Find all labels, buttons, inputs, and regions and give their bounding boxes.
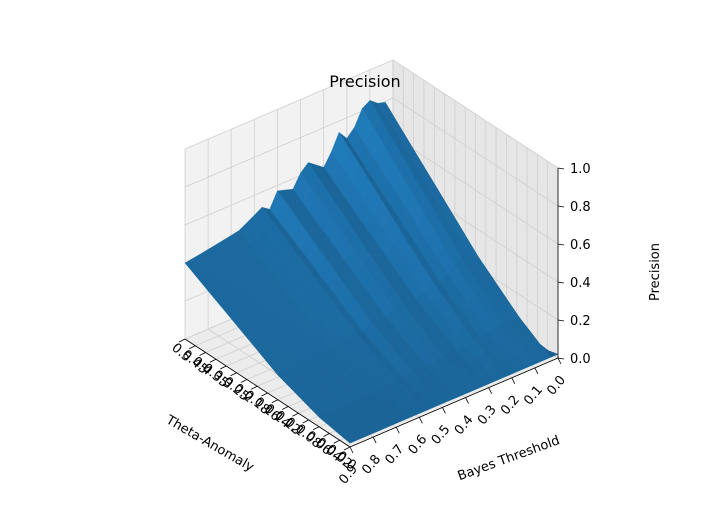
- bayes-tick-label: 0.7: [382, 442, 407, 467]
- bayes-tick-mark: [372, 436, 377, 444]
- surface-mesh: [184, 100, 559, 444]
- bayes-tick-label: 0.2: [498, 393, 523, 418]
- bayes-tick-mark: [511, 377, 516, 384]
- bayes-tick-mark: [534, 367, 539, 375]
- bayes-tick-mark: [349, 446, 354, 454]
- z-axis-label: Precision: [648, 243, 663, 301]
- theta-tick-mark: [261, 392, 268, 397]
- theta-tick-mark: [230, 372, 237, 377]
- bayes-tick-mark: [557, 357, 562, 365]
- z-tick-mark: [557, 357, 565, 360]
- theta-tick-mark: [323, 433, 330, 437]
- theta-tick-mark: [178, 338, 186, 343]
- bayes-axis-line: [349, 357, 559, 448]
- bayes-tick-mark: [395, 427, 400, 434]
- theta-tick-mark: [220, 365, 227, 370]
- z-tick-mark: [557, 167, 565, 170]
- grid-line-z: [184, 59, 559, 169]
- theta-tick-mark: [251, 385, 258, 390]
- surface-facet: [339, 430, 359, 444]
- theta-tick-mark: [209, 358, 217, 363]
- y-axis-label: Bayes Threshold: [456, 433, 562, 484]
- bayes-tick-label: 0.1: [521, 383, 546, 408]
- theta-tick-mark: [199, 352, 206, 356]
- bayes-tick-mark: [418, 417, 423, 424]
- z-tick-label: 0.4: [570, 276, 591, 291]
- z-tick-mark: [557, 205, 565, 208]
- theta-tick-mark: [281, 406, 289, 410]
- bayes-tick-label: 0.0: [544, 373, 569, 398]
- z-tick-mark: [557, 243, 565, 246]
- bayes-tick-mark: [488, 387, 493, 394]
- z-tick-label: 0.0: [570, 352, 591, 367]
- theta-tick-mark: [333, 439, 340, 444]
- bayes-tick-label: 0.5: [429, 422, 454, 447]
- theta-tick-mark: [271, 399, 278, 404]
- z-tick-label: 0.2: [570, 314, 591, 329]
- bayes-tick-label: 0.3: [475, 403, 500, 428]
- theta-tick-mark: [312, 426, 320, 431]
- theta-tick-mark: [343, 446, 351, 451]
- bayes-tick-label: 0.4: [452, 413, 477, 438]
- z-tick-mark: [557, 281, 565, 284]
- theta-tick-mark: [189, 345, 196, 350]
- x-axis-label: Theta-Anomaly: [162, 412, 256, 475]
- bayes-tick-label: 0.8: [359, 452, 384, 477]
- theta-tick-mark: [302, 419, 309, 424]
- theta-tick-mark: [292, 412, 299, 417]
- bayes-tick-mark: [465, 397, 469, 404]
- theta-tick-mark: [240, 379, 248, 383]
- z-tick-label: 0.6: [570, 238, 591, 253]
- grid-line-z: [184, 97, 559, 207]
- bayes-tick-label: 0.6: [406, 432, 431, 457]
- z-tick-mark: [557, 319, 565, 322]
- z-tick-label: 0.8: [570, 200, 591, 215]
- z-tick-label: 1.0: [570, 162, 591, 177]
- bayes-tick-mark: [442, 407, 446, 414]
- chart-title: Precision: [329, 72, 400, 91]
